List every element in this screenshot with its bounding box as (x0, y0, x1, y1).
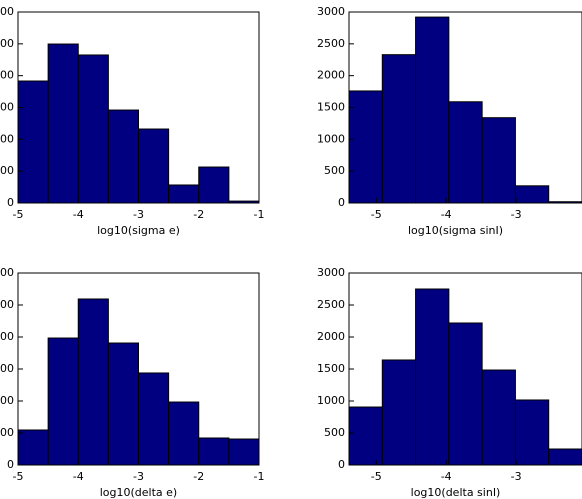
y-tick-label: 2000 (0, 330, 14, 343)
y-tick-label: 3000 (0, 266, 14, 279)
bar (168, 401, 200, 466)
x-tick-label: -5 (13, 470, 24, 483)
y-tick-label: 500 (0, 426, 14, 439)
y-tick-label: 3000 (0, 5, 14, 18)
x-tick-label: -2 (193, 470, 204, 483)
x-tick-label: -3 (133, 208, 144, 221)
bar (514, 185, 550, 204)
x-tick-label: -4 (73, 470, 84, 483)
bar (448, 322, 483, 466)
bar (481, 369, 516, 466)
bar (107, 109, 139, 204)
x-tick-label: -1 (254, 470, 265, 483)
x-tick-label: -3 (511, 470, 522, 483)
bar (548, 448, 582, 466)
bar (138, 372, 170, 466)
y-tick-label: 500 (324, 164, 345, 177)
bar (415, 288, 450, 466)
y-tick-label: 3000 (317, 5, 345, 18)
bar (47, 337, 79, 466)
y-tick-label: 2000 (317, 69, 345, 82)
bar (168, 184, 200, 204)
x-axis-label: log10(delta e) (100, 486, 177, 499)
bar (415, 16, 450, 204)
y-tick-label: 0 (7, 458, 14, 471)
bar (381, 359, 417, 466)
bar (17, 429, 49, 466)
x-axis-label: log10(sigma e) (97, 224, 180, 237)
x-tick-label: -1 (254, 208, 265, 221)
x-tick-label: -5 (371, 208, 382, 221)
y-tick-label: 2500 (0, 37, 14, 50)
x-axis-label: log10(sigma sinI) (408, 224, 503, 237)
bar (77, 298, 109, 466)
y-tick-label: 1000 (317, 132, 345, 145)
y-tick-label: 3000 (317, 266, 345, 279)
bar (448, 101, 483, 204)
y-tick-label: 0 (7, 196, 14, 209)
x-tick-label: -2 (193, 208, 204, 221)
x-tick-label: -3 (511, 208, 522, 221)
bar (77, 54, 109, 204)
x-tick-label: -4 (441, 208, 452, 221)
bar (138, 128, 170, 204)
bar (348, 406, 383, 466)
x-tick-label: -4 (73, 208, 84, 221)
x-tick-label: -3 (133, 470, 144, 483)
x-tick-label: -4 (441, 470, 452, 483)
y-tick-label: 1000 (0, 132, 14, 145)
y-tick-label: 1000 (0, 394, 14, 407)
y-tick-label: 2500 (317, 298, 345, 311)
x-tick-label: -5 (371, 470, 382, 483)
bar (481, 117, 516, 204)
bar (107, 342, 139, 466)
x-axis-label: log10(delta sinI) (411, 486, 501, 499)
bar (198, 166, 230, 204)
bar (47, 43, 79, 204)
y-tick-label: 0 (338, 458, 345, 471)
x-tick-label: -5 (13, 208, 24, 221)
y-tick-label: 2000 (0, 69, 14, 82)
bar (348, 90, 383, 204)
bar (381, 54, 417, 204)
y-tick-label: 0 (338, 196, 345, 209)
y-tick-label: 2500 (0, 298, 14, 311)
y-tick-label: 1500 (317, 362, 345, 375)
bar (228, 438, 260, 466)
y-tick-label: 1500 (317, 101, 345, 114)
bar (198, 437, 230, 466)
bar (17, 80, 49, 204)
bar (514, 399, 550, 466)
y-tick-label: 1000 (317, 394, 345, 407)
y-tick-label: 500 (324, 426, 345, 439)
y-tick-label: 2000 (317, 330, 345, 343)
y-tick-label: 1500 (0, 362, 14, 375)
y-tick-label: 1500 (0, 101, 14, 114)
y-tick-label: 500 (0, 164, 14, 177)
y-tick-label: 2500 (317, 37, 345, 50)
